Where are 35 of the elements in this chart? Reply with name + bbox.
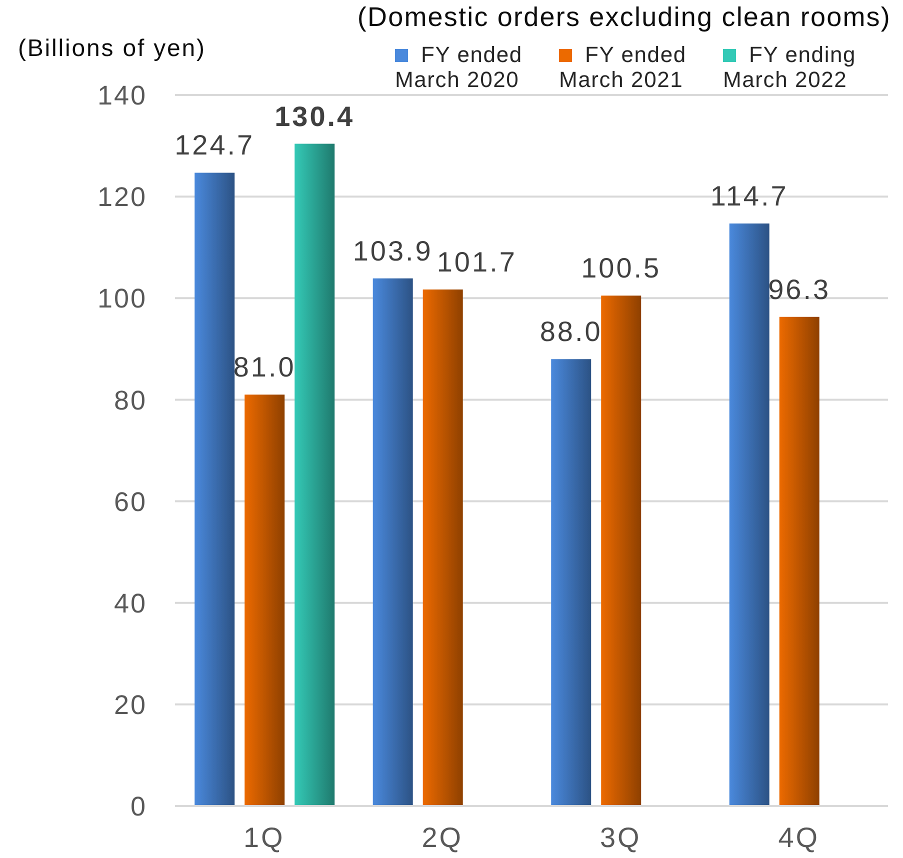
data-label: 124.7 (174, 130, 255, 161)
legend-label: FY ending March 2022 (723, 42, 856, 92)
y-tick-label: 120 (97, 182, 147, 212)
bar (294, 144, 335, 806)
x-tick-label: 1Q (243, 822, 285, 853)
chart-title: (Domestic orders excluding clean rooms) (357, 2, 891, 33)
y-tick-label: 80 (114, 385, 147, 416)
legend-label: FY ended March 2020 (395, 42, 522, 92)
x-tick-label: 2Q (422, 822, 464, 853)
y-tick-label: 140 (97, 80, 147, 111)
y-tick-label: 20 (114, 690, 147, 720)
bar (551, 359, 592, 806)
data-label: 100.5 (581, 252, 662, 284)
y-tick-label: 40 (114, 588, 147, 618)
bar (729, 223, 770, 806)
data-label: 101.7 (436, 246, 517, 278)
data-label: 96.3 (768, 274, 831, 305)
bar (194, 172, 235, 806)
data-label: 103.9 (352, 235, 433, 266)
y-tick-label: 0 (130, 792, 147, 822)
bar (779, 316, 820, 806)
y-axis-title: (Billions of yen) (18, 35, 206, 63)
x-tick-label: 3Q (600, 822, 642, 853)
bar (372, 278, 413, 806)
data-label: 114.7 (710, 180, 788, 212)
data-label: 88.0 (540, 316, 602, 348)
bar (601, 296, 642, 806)
data-label: 130.4 (274, 100, 355, 132)
legend-label: FY ended March 2021 (559, 42, 686, 92)
bar (244, 394, 285, 806)
y-tick-label: 60 (114, 486, 147, 517)
data-label: 81.0 (233, 352, 296, 383)
bar (422, 290, 463, 806)
y-tick-label: 100 (97, 284, 147, 314)
x-tick-label: 4Q (778, 822, 820, 853)
